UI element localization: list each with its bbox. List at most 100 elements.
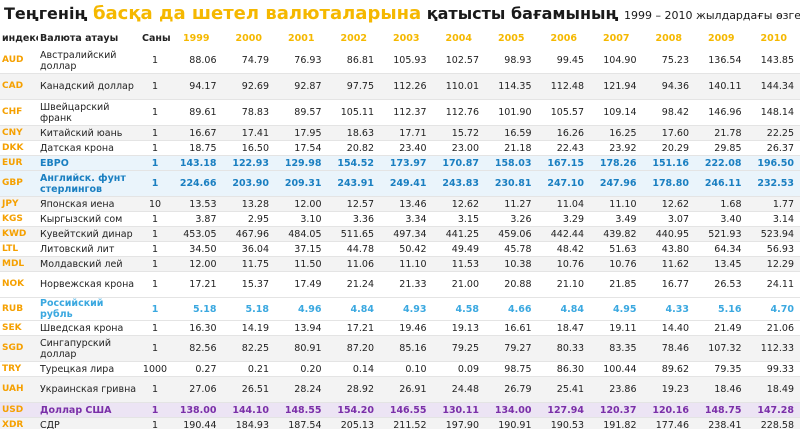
rate-cell: 0.27: [170, 361, 223, 377]
currency-code: TRY: [0, 361, 38, 377]
rate-cell: 143.85: [747, 48, 800, 74]
rate-cell: 18.47: [537, 320, 590, 336]
rate-cell: 3.34: [380, 211, 433, 227]
currency-code: RUB: [0, 297, 38, 321]
rate-cell: 4.84: [537, 297, 590, 321]
rate-cell: 92.69: [222, 73, 275, 100]
rate-cell: 167.15: [537, 155, 590, 171]
currency-code: XDR: [0, 417, 38, 429]
unit-count: 1: [140, 241, 170, 257]
rate-cell: 21.24: [327, 271, 380, 298]
table-row: EUR ЕВРО 1 143.18 122.93 129.98 154.52 173.97 17…: [0, 155, 800, 171]
rate-cell: 20.82: [327, 140, 380, 156]
rate-cell: 173.97: [380, 155, 433, 171]
unit-count: 1: [140, 335, 170, 362]
rate-cell: 459.06: [485, 226, 538, 242]
title-text: Теңгенің: [4, 4, 93, 23]
rate-cell: 48.42: [537, 241, 590, 257]
rate-cell: 16.50: [222, 140, 275, 156]
currency-name: Кыргызский сом: [38, 211, 140, 227]
currency-name: Турецкая лира: [38, 361, 140, 377]
rate-cell: 232.53: [747, 170, 800, 197]
rate-cell: 110.01: [432, 73, 485, 100]
rate-cell: 25.41: [537, 376, 590, 403]
rate-cell: 190.44: [170, 417, 223, 429]
rate-cell: 184.93: [222, 417, 275, 429]
rate-cell: 98.75: [485, 361, 538, 377]
table-row: LTL Литовский лит 1 34.50 36.04 37.15 44.78 50.…: [0, 241, 800, 257]
rate-cell: 0.20: [275, 361, 328, 377]
unit-count: 1: [140, 256, 170, 272]
currency-name: Датская крона: [38, 140, 140, 156]
table-row: DKK Датская крона 1 18.75 16.50 17.54 20.82 23.…: [0, 140, 800, 156]
rate-cell: 151.16: [642, 155, 695, 171]
rate-cell: 247.10: [537, 170, 590, 197]
rate-cell: 3.40: [695, 211, 748, 227]
unit-count: 1: [140, 140, 170, 156]
currency-code: KWD: [0, 226, 38, 242]
rate-cell: 12.00: [275, 196, 328, 212]
rate-cell: 154.20: [327, 402, 380, 418]
rate-cell: 243.91: [327, 170, 380, 197]
currency-code: JPY: [0, 196, 38, 212]
currency-name: ЕВРО: [38, 155, 140, 171]
rate-cell: 136.54: [695, 48, 748, 74]
rate-cell: 99.45: [537, 48, 590, 74]
rate-cell: 51.63: [590, 241, 643, 257]
rate-cell: 4.66: [485, 297, 538, 321]
rate-cell: 16.67: [170, 125, 223, 141]
currency-name: Литовский лит: [38, 241, 140, 257]
rate-cell: 205.13: [327, 417, 380, 429]
table-row: KWD Кувейтский динар 1 453.05 467.96 484.05 51…: [0, 226, 800, 242]
unit-count: 1: [140, 376, 170, 403]
rate-cell: 3.15: [432, 211, 485, 227]
rate-cell: 43.80: [642, 241, 695, 257]
rate-cell: 97.75: [327, 73, 380, 100]
rate-cell: 20.88: [485, 271, 538, 298]
currency-code: USD: [0, 402, 38, 418]
unit-count: 1: [140, 211, 170, 227]
rate-cell: 16.61: [485, 320, 538, 336]
title-highlight: басқа да шетел валюталарына: [92, 3, 422, 24]
rate-cell: 130.11: [432, 402, 485, 418]
rate-cell: 89.62: [642, 361, 695, 377]
currency-code: AUD: [0, 48, 38, 74]
rate-cell: 99.33: [747, 361, 800, 377]
rate-cell: 249.41: [380, 170, 433, 197]
rate-cell: 15.72: [432, 125, 485, 141]
rate-cell: 23.40: [380, 140, 433, 156]
rate-cell: 197.90: [432, 417, 485, 429]
rate-cell: 107.32: [695, 335, 748, 362]
rate-cell: 16.30: [170, 320, 223, 336]
rate-cell: 11.62: [642, 256, 695, 272]
rate-cell: 1.77: [747, 196, 800, 212]
rate-cell: 56.93: [747, 241, 800, 257]
rate-cell: 13.28: [222, 196, 275, 212]
rate-cell: 238.41: [695, 417, 748, 429]
rate-cell: 112.33: [747, 335, 800, 362]
table-row: CNY Китайский юань 1 16.67 17.41 17.95 18.63 17…: [0, 125, 800, 141]
rate-cell: 28.24: [275, 376, 328, 403]
currency-code: EUR: [0, 155, 38, 171]
currency-name: Российский рубль: [38, 297, 140, 321]
currency-name: Норвежская крона: [38, 271, 140, 298]
rate-cell: 14.40: [642, 320, 695, 336]
rate-cell: 85.16: [380, 335, 433, 362]
currency-name: Молдавский лей: [38, 256, 140, 272]
rate-cell: 11.10: [380, 256, 433, 272]
rate-cell: 112.48: [537, 73, 590, 100]
unit-count: 1: [140, 297, 170, 321]
rate-cell: 100.44: [590, 361, 643, 377]
rate-cell: 17.41: [222, 125, 275, 141]
currency-code: CAD: [0, 73, 38, 100]
rate-cell: 122.93: [222, 155, 275, 171]
unit-count: 1: [140, 170, 170, 197]
rate-cell: 521.93: [695, 226, 748, 242]
rate-cell: 148.75: [695, 402, 748, 418]
rate-cell: 467.96: [222, 226, 275, 242]
rate-cell: 79.35: [695, 361, 748, 377]
rate-cell: 178.80: [642, 170, 695, 197]
rate-cell: 36.04: [222, 241, 275, 257]
table-row: XDR СДР 1 190.44 184.93 187.54 205.13 211.52 197…: [0, 417, 800, 429]
table-row: NOK Норвежская крона 1 17.21 15.37 17.49 21.24…: [0, 271, 800, 298]
